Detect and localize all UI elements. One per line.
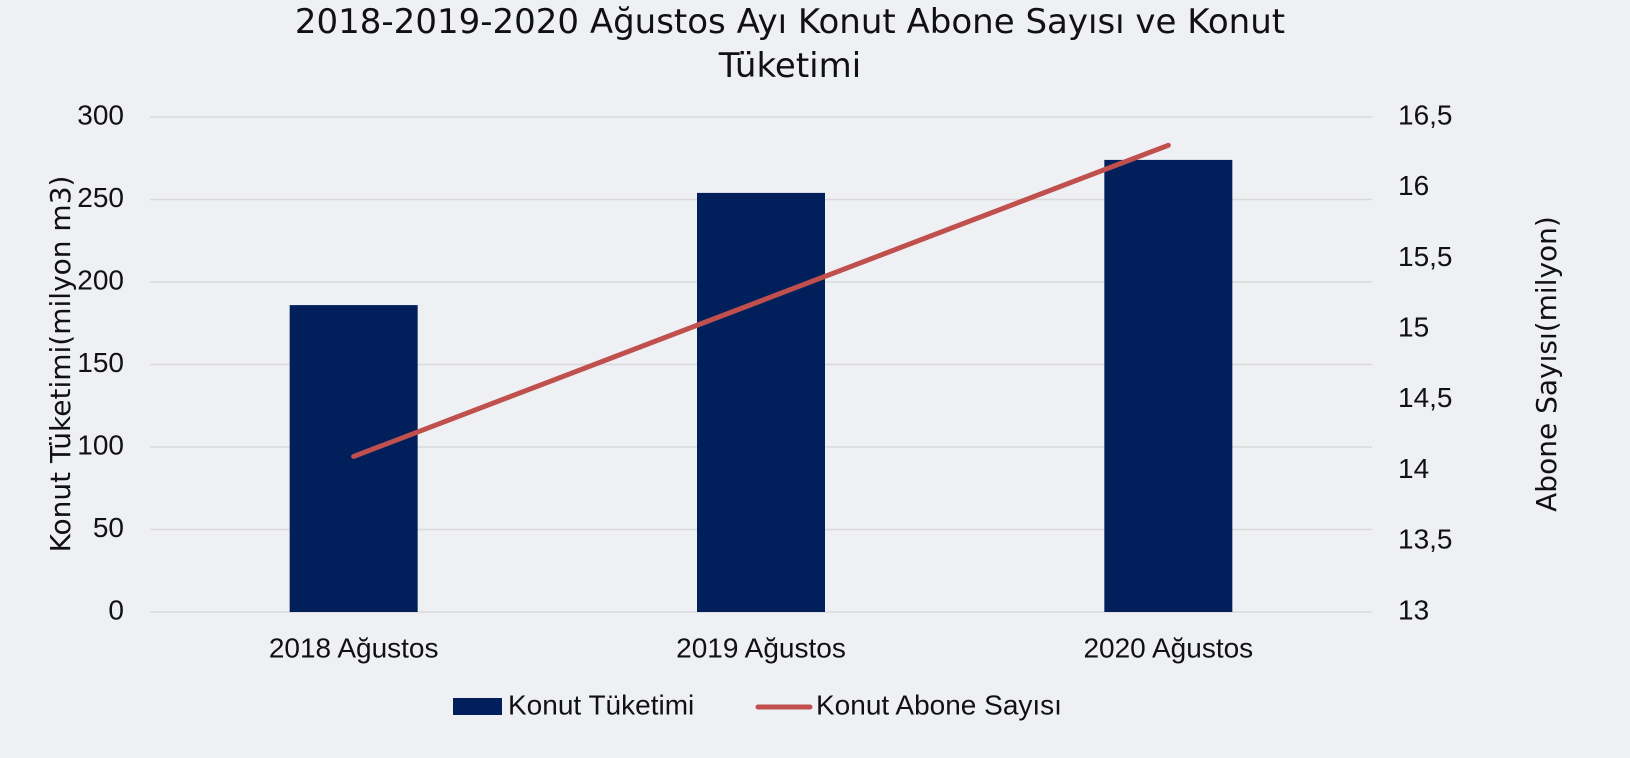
legend-swatch <box>453 698 502 715</box>
bar <box>697 192 825 612</box>
x-tick-label: 2018 Ağustos <box>269 632 439 663</box>
y-tick-label: 0 <box>108 594 124 625</box>
y2-tick-label: 13 <box>1398 594 1429 625</box>
y2-axis-label: Abone Sayısı(milyon) <box>1530 216 1563 512</box>
x-tick-label: 2019 Ağustos <box>676 632 846 663</box>
y2-tick-label: 14 <box>1398 453 1429 484</box>
legend-label: Konut Tüketimi <box>508 689 694 720</box>
y-tick-label: 150 <box>77 347 124 378</box>
legend-label: Konut Abone Sayısı <box>816 689 1062 720</box>
y2-tick-label: 14,5 <box>1398 382 1453 413</box>
y2-tick-label: 16,5 <box>1398 99 1453 130</box>
y-tick-label: 300 <box>77 99 124 130</box>
line <box>351 142 1171 459</box>
chart-title: 2018-2019-2020 Ağustos Ayı Konut Abone S… <box>294 2 1286 86</box>
y-axis-label: Konut Tüketimi(milyon m3) <box>44 176 77 553</box>
y2-tick-label: 15 <box>1398 312 1429 343</box>
y2-tick-label: 15,5 <box>1398 241 1453 272</box>
y-tick-label: 250 <box>77 182 124 213</box>
y-tick-label: 200 <box>77 264 124 295</box>
y-tick-label: 100 <box>77 429 124 460</box>
y2-tick-label: 13,5 <box>1398 524 1453 555</box>
bar <box>1104 159 1233 612</box>
y-tick-label: 50 <box>93 512 124 543</box>
x-tick-label: 2020 Ağustos <box>1083 632 1253 663</box>
y2-tick-label: 16 <box>1398 170 1429 201</box>
